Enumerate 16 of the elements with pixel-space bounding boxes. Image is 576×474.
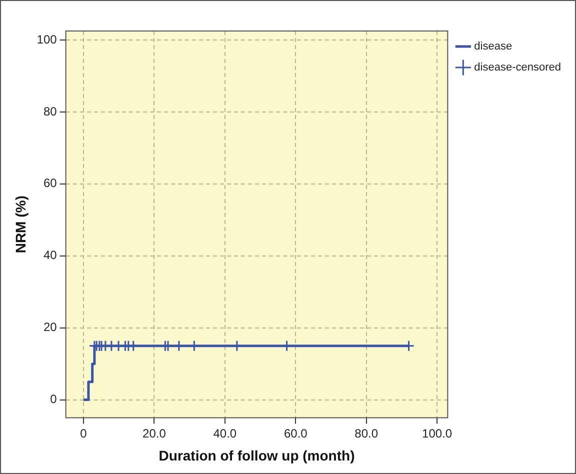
legend-label: disease-censored [474,62,562,74]
legend-label: disease [474,40,512,53]
y-tick-label: 80 [43,104,58,118]
y-tick-label: 60 [43,176,58,190]
x-tick-label: 80.0 [354,426,378,440]
x-axis-title: Duration of follow up (month) [158,447,355,464]
x-tick-label: 20.0 [142,426,166,440]
x-tick-label: 0 [80,426,88,440]
x-tick-label: 40.0 [213,426,237,440]
y-tick-label: 0 [50,392,58,406]
y-tick-label: 100 [36,32,58,46]
y-tick-label: 40 [43,248,58,262]
x-tick-label: 60.0 [284,426,308,440]
x-tick-label: 100.0 [422,426,452,440]
y-tick-label: 20 [43,320,58,334]
y-axis-title: NRM (%) [12,196,28,254]
